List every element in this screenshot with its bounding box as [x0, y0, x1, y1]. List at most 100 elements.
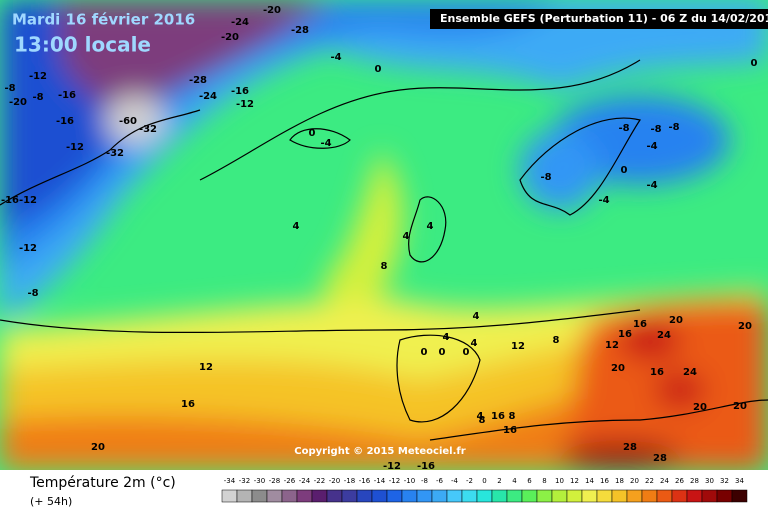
contour-label: 0 [439, 347, 446, 358]
contour-label: -4 [320, 138, 331, 149]
colorbar-label: 6 [527, 477, 532, 485]
contour-label: 20 [738, 321, 752, 332]
contour-label: -8 [540, 172, 551, 183]
contour-label: 8 [553, 335, 560, 346]
color-swatch [521, 489, 538, 503]
color-swatch [596, 489, 613, 503]
contour-label: -12 [66, 142, 84, 153]
color-swatch [656, 489, 673, 503]
contour-label: 0 [421, 347, 428, 358]
color-swatch [386, 489, 403, 503]
contour-label: -20 [9, 97, 27, 108]
colorbar-label: -10 [404, 477, 415, 485]
color-swatch [626, 489, 643, 503]
map-date: Mardi 16 février 2016 [12, 11, 195, 29]
contour-label: 16 [491, 411, 505, 422]
contour-label: 8 [479, 415, 486, 426]
color-swatch [461, 489, 478, 503]
contour-label: 20 [611, 363, 625, 374]
colorbar: -34 -32 -30 -28 -26 -24 -22 -20 -18 -16 -14 -12 -10-… [221, 477, 748, 503]
contour-label: 0 [621, 165, 628, 176]
contour-label: 16 [618, 329, 632, 340]
colorbar-label: -20 [329, 477, 340, 485]
colorbar-label: -16 [359, 477, 371, 485]
contour-label: 16 [650, 367, 664, 378]
contour-label: -16 [1, 195, 19, 206]
colorbar-label: 12 [570, 477, 579, 485]
color-swatch [686, 489, 703, 503]
run-info: Ensemble GEFS (Perturbation 11) - 06 Z d… [440, 12, 768, 25]
coastlines [0, 59, 768, 441]
colorbar-label: -2 [466, 477, 473, 485]
contour-label: -8 [27, 288, 38, 299]
contour-label: -24 [231, 17, 249, 28]
contour-label: 20 [693, 402, 707, 413]
contour-label: 4 [473, 311, 480, 322]
colorbar-label: -12 [389, 477, 400, 485]
color-swatch [281, 489, 298, 503]
colorbar-label: 24 [660, 477, 669, 485]
colorbar-label: 16 [600, 477, 609, 485]
colorbar-label: 18 [615, 477, 624, 485]
colorbar-label: -22 [314, 477, 325, 485]
colorbar-label: -18 [344, 477, 355, 485]
colorbar-label: -24 [299, 477, 311, 485]
colorbar-label: 20 [630, 477, 639, 485]
contour-label: 4 [427, 221, 434, 232]
contour-label: -12 [29, 71, 47, 82]
contour-label: 4 [293, 221, 300, 232]
contour-label: 20 [669, 315, 683, 326]
contour-label: -20 [221, 32, 239, 43]
color-swatch [266, 489, 283, 503]
color-swatch [416, 489, 433, 503]
colorbar-label: 2 [497, 477, 501, 485]
contour-label: 12 [199, 362, 213, 373]
legend-lead: (+ 54h) [30, 495, 72, 508]
colorbar-label: -30 [254, 477, 265, 485]
color-swatch [221, 489, 238, 503]
contour-label: -16 [231, 86, 249, 97]
colorbar-label: -6 [436, 477, 444, 485]
contour-label: 12 [605, 340, 619, 351]
color-swatch [341, 489, 358, 503]
contour-label: 16 [181, 399, 195, 410]
colorbar-label: -4 [451, 477, 459, 485]
colorbar-label: 34 [735, 477, 744, 485]
color-swatch [506, 489, 523, 503]
contour-label: 12 [511, 341, 525, 352]
contour-label: 24 [657, 330, 671, 341]
legend-title: Température 2m (°c) [29, 475, 176, 491]
contour-label: -16 [58, 90, 76, 101]
contour-label: 0 [463, 347, 470, 358]
color-swatch [641, 489, 658, 503]
colorbar-label: 0 [482, 477, 486, 485]
contour-label: 0 [751, 58, 758, 69]
color-swatch [446, 489, 463, 503]
color-swatch [551, 489, 568, 503]
color-swatch [671, 489, 688, 503]
contour-label: 20 [733, 401, 747, 412]
contour-label: -4 [646, 180, 657, 191]
colorbar-label: 10 [555, 477, 564, 485]
colorbar-label: 22 [645, 477, 654, 485]
color-swatch [251, 489, 268, 503]
contour-label: -4 [646, 141, 657, 152]
contour-label: -20 [263, 5, 281, 16]
contour-label: -32 [139, 124, 157, 135]
contour-label: -12 [383, 461, 401, 472]
color-swatch [296, 489, 313, 503]
contour-label: -12 [236, 99, 254, 110]
contour-label: -4 [330, 52, 341, 63]
color-swatch [311, 489, 328, 503]
color-swatch [401, 489, 418, 503]
color-swatch [701, 489, 718, 503]
colorbar-label: -26 [284, 477, 296, 485]
colorbar-label: -34 [224, 477, 236, 485]
contour-label: 24 [683, 367, 697, 378]
map-time: 13:00 locale [14, 33, 151, 57]
contour-label: 0 [375, 64, 382, 75]
color-swatch [476, 489, 493, 503]
color-swatch [731, 489, 748, 503]
color-swatch [536, 489, 553, 503]
